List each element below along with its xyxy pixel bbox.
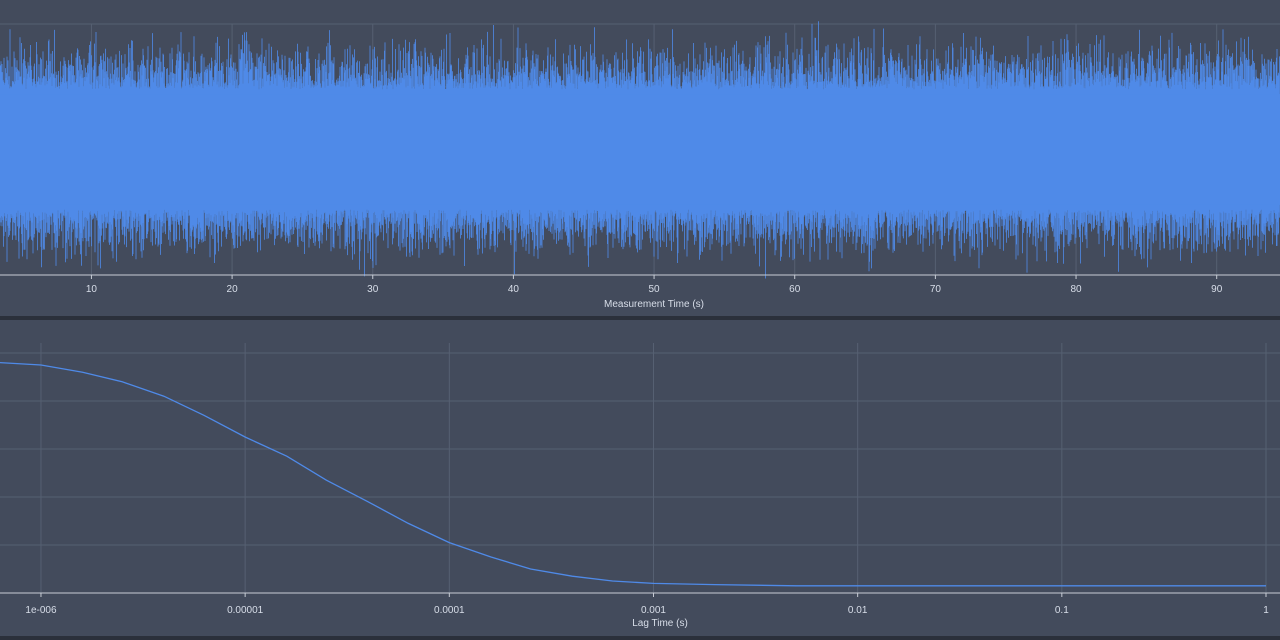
correlation-x-axis-title: Lag Time (s)	[632, 618, 688, 629]
measurement-trace-chart: 10 20 30 40 50 60 70 80 90 Measurement Time (s)	[0, 21, 1280, 310]
trace-tick-label: 10	[86, 284, 98, 295]
correlation-tick-label: 0.00001	[227, 605, 264, 616]
trace-tick-label: 20	[227, 284, 239, 295]
trace-tick-label: 80	[1070, 284, 1082, 295]
trace-tick-label: 40	[508, 284, 520, 295]
bottom-edge	[0, 636, 1280, 640]
trace-tick-label: 70	[930, 284, 942, 295]
correlation-tick-label: 0.0001	[434, 605, 465, 616]
trace-x-axis-title: Measurement Time (s)	[604, 299, 704, 310]
correlation-grid	[0, 343, 1280, 594]
trace-tick-label: 50	[649, 284, 661, 295]
correlation-x-ticks: 1e-006 0.00001 0.0001 0.001 0.01 0.1 1	[25, 593, 1269, 616]
correlation-chart: 1e-006 0.00001 0.0001 0.001 0.01 0.1 1 Lag Tim…	[0, 343, 1280, 629]
trace-tick-label: 90	[1211, 284, 1223, 295]
correlation-series-line	[0, 361, 1266, 587]
correlation-tick-label: 1	[1263, 605, 1269, 616]
trace-tick-label: 30	[367, 284, 379, 295]
trace-tick-label: 60	[789, 284, 801, 295]
correlation-tick-label: 0.001	[641, 605, 666, 616]
correlation-tick-label: 0.01	[848, 605, 868, 616]
trace-x-ticks: 10 20 30 40 50 60 70 80 90	[86, 275, 1223, 295]
panel-divider[interactable]	[0, 316, 1280, 320]
trace-core-band	[0, 94, 1280, 205]
trace-series	[0, 21, 1280, 279]
correlation-tick-label: 0.1	[1055, 605, 1069, 616]
correlation-panel: 1e-006 0.00001 0.0001 0.001 0.01 0.1 1 Lag Tim…	[0, 320, 1280, 636]
measurement-trace-panel: 10 20 30 40 50 60 70 80 90 Measurement Time (s)	[0, 0, 1280, 316]
correlation-tick-label: 1e-006	[25, 605, 57, 616]
